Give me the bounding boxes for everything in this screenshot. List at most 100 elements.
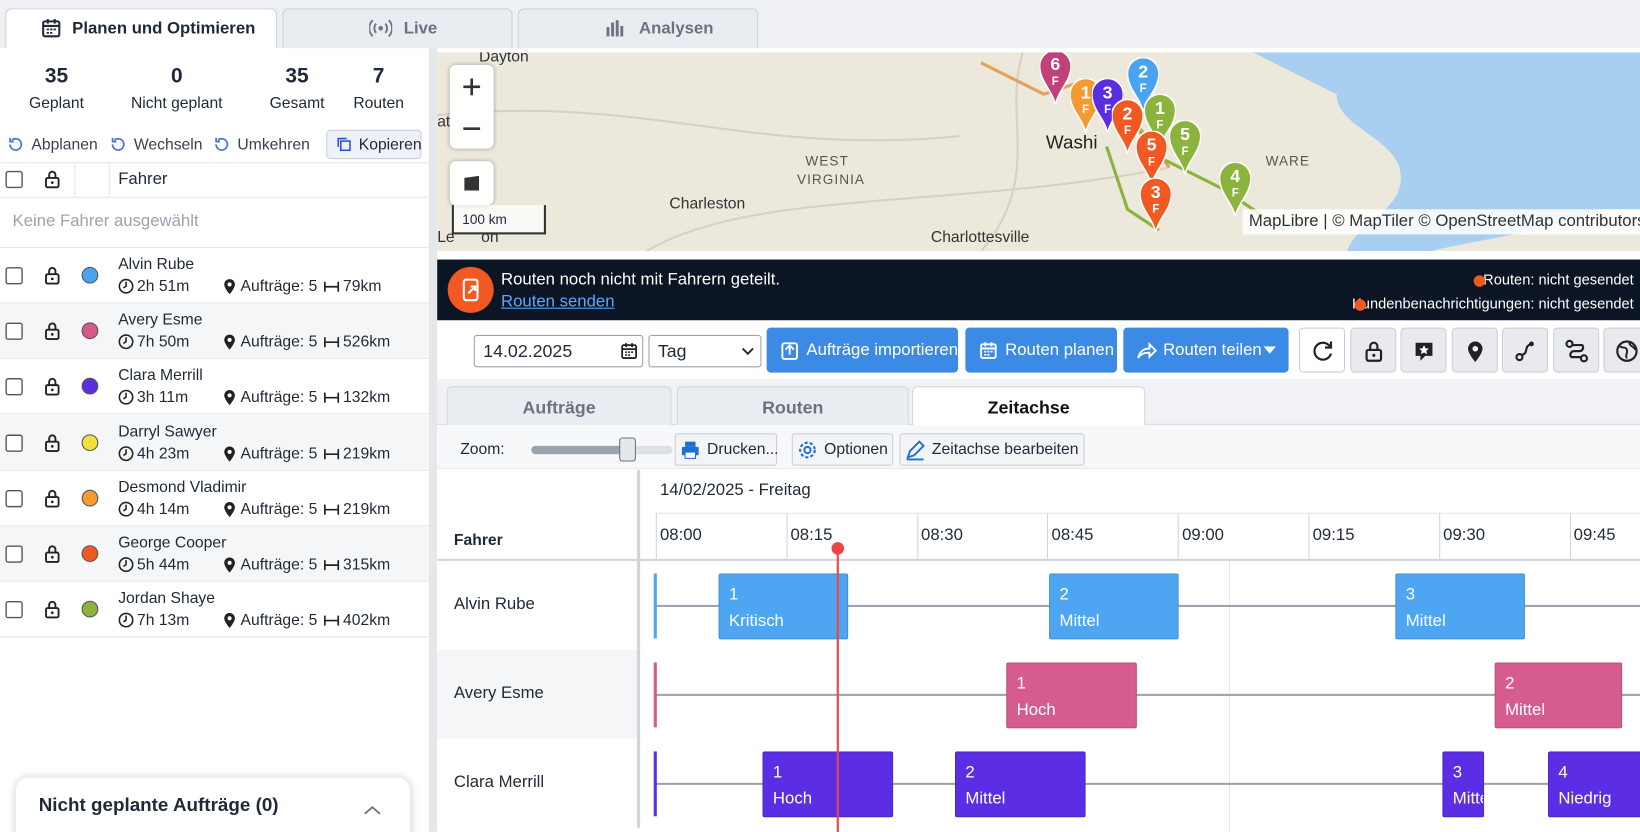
stop-block[interactable]: 3 Mitte (1442, 751, 1485, 818)
icon-button[interactable] (1400, 327, 1447, 373)
subtab[interactable]: Zeitachse (912, 386, 1146, 426)
scale-bar: 100 km (451, 205, 546, 235)
driver-row[interactable]: Desmond Vladimir 4h 14m Aufträge: 5 219km (0, 470, 429, 527)
stop-block[interactable]: 1 Hoch (1006, 662, 1137, 729)
stop-block[interactable]: 2 Mittel (1494, 662, 1623, 729)
stop-block[interactable]: 4 Niedrig (1547, 751, 1640, 818)
subtab-label: Zeitachse (987, 397, 1070, 418)
button-label: Optionen (824, 440, 888, 459)
stop-number: 3 (1452, 763, 1463, 782)
tool-icon (1616, 340, 1638, 362)
stop-number: 2 (965, 763, 975, 782)
checkbox (5, 489, 23, 508)
pin-number: 5 (1146, 135, 1157, 155)
icon-button[interactable] (1603, 327, 1640, 373)
duration: 4h 14m (137, 500, 190, 518)
duration: 2h 51m (137, 277, 190, 296)
time-tick (1569, 512, 1571, 559)
clock-icon (118, 445, 134, 461)
driver-name: Avery Esme (118, 311, 203, 329)
toolbar-button[interactable]: Routen teilen (1123, 327, 1289, 373)
stop-block[interactable]: 3 Mittel (1395, 573, 1525, 640)
pin-icon (224, 557, 235, 573)
stop-priority: Mittel (1505, 701, 1546, 719)
view-select[interactable]: Tag (648, 334, 762, 368)
action-icon (111, 137, 125, 151)
banner: Routen noch nicht mit Fahrern geteilt. Ro… (437, 259, 1640, 321)
pin-number: 2 (1138, 61, 1149, 82)
icon-button[interactable] (1299, 327, 1346, 373)
stat-value: 7 (372, 64, 385, 88)
driver-row[interactable]: Clara Merrill 3h 11m Aufträge: 5 132km (0, 359, 429, 415)
unplanned-title: Nicht geplante Aufträge (0) (38, 794, 279, 816)
subtab[interactable]: Aufträge (446, 386, 672, 426)
driver-row[interactable]: Alvin Rube 2h 51m Aufträge: 5 79km (0, 248, 429, 304)
banner-link[interactable]: Routen senden (500, 293, 615, 311)
timeline-button[interactable]: Zeitachse bearbeiten (899, 433, 1085, 466)
icon-button[interactable] (1501, 327, 1548, 373)
driver-row[interactable]: Jordan Shaye 7h 13m Aufträge: 5 402km (0, 582, 429, 638)
subtab-label: Aufträge (522, 397, 596, 418)
share-icon (462, 278, 479, 302)
subtab[interactable]: Routen (676, 386, 909, 426)
tab[interactable]: Live (282, 8, 513, 49)
timeline-button[interactable]: Drucken... (674, 433, 779, 466)
pin-letter: F (1231, 187, 1239, 200)
pin-shape (1219, 162, 1251, 217)
zoom-thumb[interactable] (619, 437, 636, 462)
stop-block[interactable]: 1 Hoch (762, 751, 894, 818)
time-label: 09:30 (1443, 526, 1486, 545)
icon-button[interactable] (1349, 327, 1396, 373)
stop-block[interactable]: 2 Mittel (954, 751, 1086, 818)
divider (0, 246, 429, 249)
unplanned-panel[interactable]: Nicht geplante Aufträge (0) (15, 777, 411, 832)
icon-button[interactable] (1552, 327, 1599, 373)
toolbar-button[interactable]: Routen planen (965, 327, 1118, 373)
driver-row[interactable]: Avery Esme 7h 50m Aufträge: 5 526km (0, 303, 429, 360)
button-icon (1137, 342, 1157, 360)
tab-icon (369, 19, 393, 37)
action-button[interactable]: Abplanen (31, 136, 98, 154)
stop-block[interactable]: 2 Mittel (1049, 573, 1179, 640)
tab-label: Live (403, 19, 438, 38)
stop-priority: Mittel (1059, 612, 1100, 631)
icon-button[interactable] (1451, 327, 1498, 373)
pin-shape (1144, 94, 1176, 149)
tab[interactable]: Planen und Optimieren (5, 8, 278, 49)
stat-value: 0 (170, 64, 183, 88)
timeline-button[interactable]: Optionen (791, 433, 894, 466)
pin-number: 6 (1050, 54, 1061, 75)
action-button[interactable]: Wechseln (133, 136, 203, 154)
toolbar-button[interactable]: Aufträge importieren (766, 327, 959, 373)
driver-color (81, 433, 99, 451)
checkbox (5, 434, 23, 452)
pin-shape (1111, 99, 1144, 154)
pin-letter: F (1148, 155, 1156, 169)
zoom-track[interactable] (531, 445, 673, 455)
copy-button[interactable]: Kopieren (326, 129, 422, 160)
button-icon (980, 342, 997, 359)
orders: Aufträge: 5 (240, 388, 318, 407)
distance: 526km (343, 332, 391, 351)
stop-block[interactable]: 1 Kritisch (718, 573, 849, 640)
driver-row[interactable]: George Cooper 5h 44m Aufträge: 5 315km (0, 526, 429, 582)
row-driver: Alvin Rube (453, 595, 535, 614)
distance-icon (324, 393, 340, 404)
action-button[interactable]: Umkehren (237, 136, 310, 154)
dropdown-arrow (1263, 346, 1277, 354)
pin-shape (1169, 120, 1201, 175)
banner-message: Routen noch nicht mit Fahrern geteilt. (500, 271, 781, 289)
tab[interactable]: Analysen (517, 8, 759, 49)
driver-row[interactable]: Darryl Sawyer 4h 23m Aufträge: 5 219km (0, 415, 429, 471)
date-input[interactable]: 14.02.2025 (473, 334, 644, 368)
